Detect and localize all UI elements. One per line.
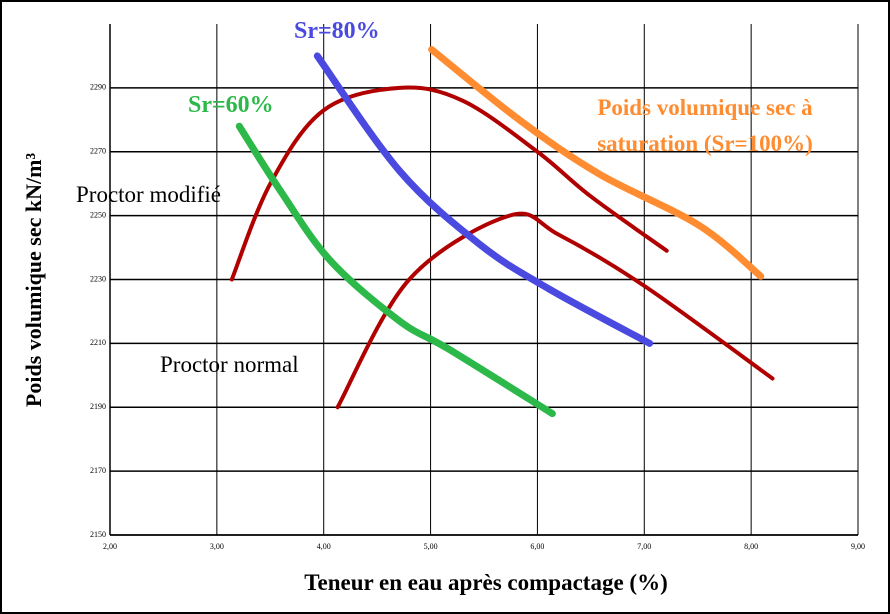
annotation: Sr=80% bbox=[294, 18, 380, 44]
x-tick-label: 7,00 bbox=[637, 542, 651, 551]
x-tick-label: 8,00 bbox=[744, 542, 758, 551]
x-tick-label: 6,00 bbox=[530, 542, 544, 551]
annotation: Sr=60% bbox=[188, 92, 274, 118]
annotation: Poids volumique sec à saturation (Sr=100… bbox=[597, 95, 813, 156]
y-tick-label: 2170 bbox=[90, 466, 106, 475]
line bbox=[313, 52, 654, 347]
y-axis-label: Poids volumique sec kN/m³ bbox=[21, 152, 46, 408]
line bbox=[229, 85, 669, 282]
y-tick-label: 2210 bbox=[90, 338, 106, 347]
x-tick-label: 9,00 bbox=[851, 542, 865, 551]
y-tick-label: 2230 bbox=[90, 274, 106, 283]
y-tick-label: 2270 bbox=[90, 147, 106, 156]
annotation: Proctor normal bbox=[160, 352, 299, 377]
annotation: Proctor modifié bbox=[76, 182, 221, 207]
x-tick-label: 2,00 bbox=[103, 542, 117, 551]
y-tick-label: 2290 bbox=[90, 83, 106, 92]
x-tick-label: 3,00 bbox=[210, 542, 224, 551]
y-tick-label: 2250 bbox=[90, 210, 106, 219]
line bbox=[235, 122, 556, 418]
x-tick-label: 4,00 bbox=[317, 542, 331, 551]
y-tick-label: 2150 bbox=[90, 530, 106, 539]
line bbox=[335, 211, 775, 410]
x-axis-label: Teneur en eau après compactage (%) bbox=[304, 570, 668, 595]
x-tick-label: 5,00 bbox=[424, 542, 438, 551]
y-tick-label: 2190 bbox=[90, 402, 106, 411]
line bbox=[428, 46, 765, 280]
